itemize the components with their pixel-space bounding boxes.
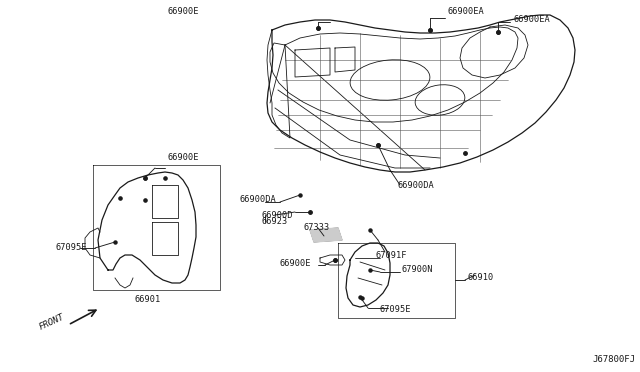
- Text: 66900E: 66900E: [280, 259, 312, 267]
- Text: 67095E: 67095E: [380, 305, 412, 314]
- Polygon shape: [310, 228, 342, 242]
- Text: J67800FJ: J67800FJ: [592, 355, 635, 364]
- Text: 66910: 66910: [468, 273, 494, 282]
- Text: 66923: 66923: [262, 218, 288, 227]
- Text: 66900E: 66900E: [168, 154, 200, 163]
- Text: 66900E: 66900E: [168, 7, 200, 16]
- Text: 66901: 66901: [135, 295, 161, 305]
- Text: 66900DA: 66900DA: [240, 196, 276, 205]
- Text: 67900N: 67900N: [402, 266, 433, 275]
- Text: 67333: 67333: [304, 224, 330, 232]
- Text: FRONT: FRONT: [38, 312, 66, 332]
- Text: 66900DA: 66900DA: [398, 180, 435, 189]
- Text: 66900EA: 66900EA: [448, 7, 484, 16]
- Text: 66900D: 66900D: [262, 211, 294, 219]
- Text: 67091F: 67091F: [376, 250, 408, 260]
- Text: 67095E: 67095E: [55, 244, 86, 253]
- Text: 66900EA: 66900EA: [513, 16, 550, 25]
